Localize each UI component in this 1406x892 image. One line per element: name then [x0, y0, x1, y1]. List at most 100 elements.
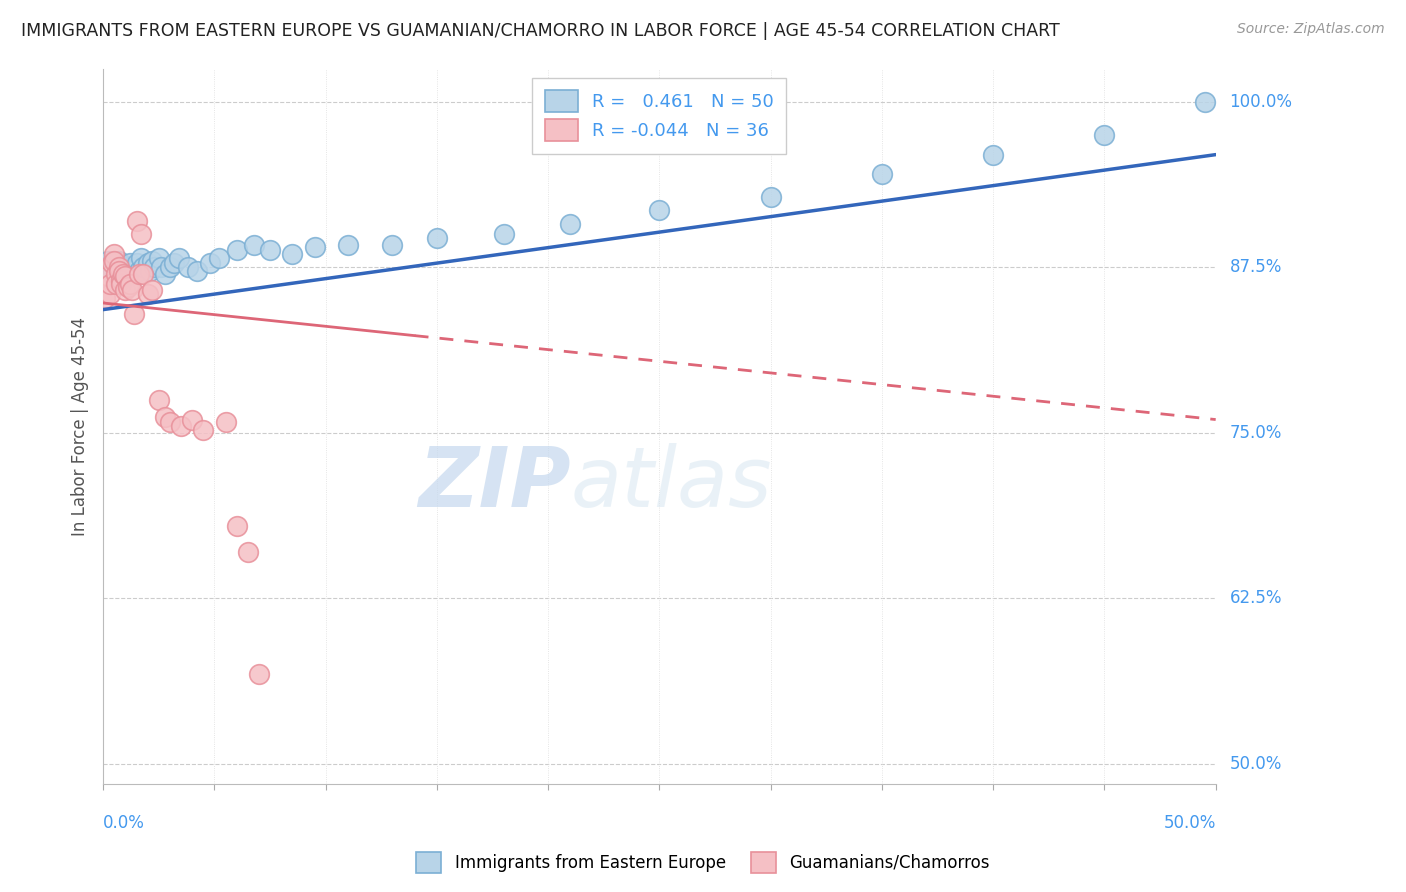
Point — [132, 267, 155, 281]
Point — [118, 256, 141, 270]
Point — [247, 666, 270, 681]
Point — [381, 237, 404, 252]
Text: IMMIGRANTS FROM EASTERN EUROPE VS GUAMANIAN/CHAMORRO IN LABOR FORCE | AGE 45-54 : IMMIGRANTS FROM EASTERN EUROPE VS GUAMAN… — [21, 22, 1060, 40]
Point — [105, 277, 128, 292]
Point — [110, 277, 132, 292]
Point — [281, 247, 304, 261]
Point — [101, 267, 124, 281]
Legend: Immigrants from Eastern Europe, Guamanians/Chamorros: Immigrants from Eastern Europe, Guamania… — [409, 846, 997, 880]
Point — [110, 273, 132, 287]
Point — [198, 256, 221, 270]
Point — [136, 286, 159, 301]
Point — [136, 256, 159, 270]
Point — [143, 260, 166, 275]
Point — [163, 256, 186, 270]
Point — [214, 415, 236, 429]
Point — [112, 258, 135, 272]
Point — [870, 168, 893, 182]
Text: atlas: atlas — [571, 443, 772, 524]
Point — [159, 260, 181, 275]
Text: 62.5%: 62.5% — [1230, 590, 1282, 607]
Point — [236, 545, 259, 559]
Point — [193, 423, 215, 437]
Point — [225, 518, 247, 533]
Point — [94, 260, 117, 275]
Point — [141, 283, 163, 297]
Point — [105, 260, 128, 275]
Point — [103, 253, 125, 268]
Point — [176, 260, 198, 275]
Point — [97, 269, 120, 284]
Point — [94, 291, 117, 305]
Point — [121, 264, 143, 278]
Point — [560, 217, 582, 231]
Point — [149, 260, 172, 275]
Point — [426, 231, 449, 245]
Point — [336, 237, 359, 252]
Point — [117, 280, 139, 294]
Point — [103, 258, 125, 272]
Point — [139, 264, 162, 278]
Point — [98, 260, 121, 275]
Point — [118, 277, 141, 292]
Point — [98, 277, 121, 292]
Point — [128, 267, 150, 281]
Point — [181, 412, 204, 426]
Point — [112, 267, 135, 281]
Point — [304, 240, 326, 254]
Legend: R =   0.461   N = 50, R = -0.044   N = 36: R = 0.461 N = 50, R = -0.044 N = 36 — [533, 78, 786, 154]
Text: ZIP: ZIP — [418, 443, 571, 524]
Point — [243, 237, 266, 252]
Point — [167, 251, 190, 265]
Point — [114, 260, 136, 275]
Point — [107, 253, 129, 268]
Point — [155, 409, 177, 424]
Text: Source: ZipAtlas.com: Source: ZipAtlas.com — [1237, 22, 1385, 37]
Point — [208, 251, 231, 265]
Text: 50.0%: 50.0% — [1230, 755, 1282, 773]
Text: 75.0%: 75.0% — [1230, 424, 1282, 442]
Text: 50.0%: 50.0% — [1163, 814, 1216, 832]
Point — [225, 243, 247, 257]
Point — [107, 260, 129, 275]
Point — [170, 419, 193, 434]
Point — [105, 267, 128, 281]
Point — [101, 256, 124, 270]
Point — [186, 264, 208, 278]
Point — [110, 263, 132, 277]
Point — [159, 415, 181, 429]
Point — [114, 269, 136, 284]
Point — [148, 392, 170, 407]
Point — [121, 283, 143, 297]
Point — [125, 214, 148, 228]
Point — [492, 227, 515, 241]
Point — [107, 264, 129, 278]
Y-axis label: In Labor Force | Age 45-54: In Labor Force | Age 45-54 — [72, 317, 89, 536]
Point — [97, 253, 120, 268]
Text: 0.0%: 0.0% — [103, 814, 145, 832]
Point — [129, 227, 152, 241]
Point — [114, 269, 136, 284]
Point — [114, 283, 136, 297]
Point — [1194, 95, 1216, 109]
Point — [132, 260, 155, 275]
Point — [128, 264, 150, 278]
Text: 87.5%: 87.5% — [1230, 258, 1282, 277]
Point — [155, 267, 177, 281]
Point — [124, 307, 146, 321]
Point — [129, 251, 152, 265]
Point — [103, 247, 125, 261]
Point — [141, 253, 163, 268]
Point — [125, 256, 148, 270]
Point — [648, 203, 671, 218]
Point — [98, 286, 121, 301]
Point — [125, 260, 148, 275]
Point — [981, 147, 1004, 161]
Text: 100.0%: 100.0% — [1230, 93, 1292, 111]
Point — [259, 243, 281, 257]
Point — [1094, 128, 1116, 142]
Point — [148, 251, 170, 265]
Point — [124, 267, 146, 281]
Point — [759, 190, 782, 204]
Point — [117, 260, 139, 275]
